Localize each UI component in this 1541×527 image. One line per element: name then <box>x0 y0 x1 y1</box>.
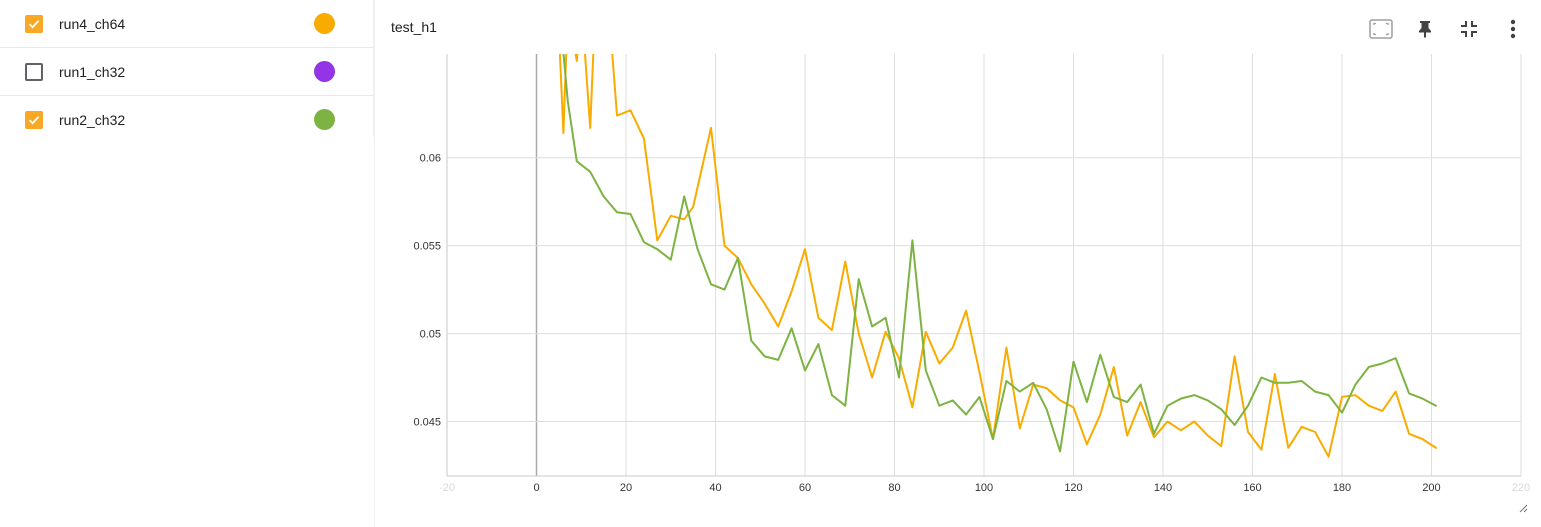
chart-card: test_h1 -20 0 20 40 <box>374 0 1541 527</box>
x-tick-label: 140 <box>1154 482 1172 494</box>
x-tick-label: 160 <box>1243 482 1261 494</box>
run-label: run2_ch32 <box>59 111 126 128</box>
run-label: run4_ch64 <box>59 15 126 32</box>
x-tick-label: 20 <box>620 482 632 494</box>
run-color-swatch[interactable] <box>314 109 335 130</box>
x-tick-label: 100 <box>975 482 993 494</box>
run-item-run1-ch32[interactable]: run1_ch32 <box>0 48 373 96</box>
x-tick-label: -20 <box>439 482 455 494</box>
pin-button[interactable] <box>1410 15 1440 43</box>
more-vert-icon <box>1510 19 1516 39</box>
y-tick-label: 0.055 <box>413 241 441 253</box>
run-label: run1_ch32 <box>59 63 126 80</box>
run-checkbox[interactable] <box>25 14 43 33</box>
fit-domain-button[interactable] <box>1366 15 1396 43</box>
x-tick-label: 220 <box>1512 482 1530 494</box>
x-tick-label: 60 <box>799 482 811 494</box>
pin-icon <box>1419 21 1431 38</box>
y-tick-label: 0.06 <box>420 153 441 165</box>
check-icon <box>28 19 40 28</box>
run-item-run2-ch32[interactable]: run2_ch32 <box>0 96 373 143</box>
series-line-1[interactable] <box>559 3 1437 453</box>
x-tick-label: 0 <box>533 482 539 494</box>
run-item-run4-ch64[interactable]: run4_ch64 <box>0 0 373 48</box>
fit-domain-icon <box>1369 19 1393 39</box>
run-color-swatch[interactable] <box>314 13 335 34</box>
collapse-button[interactable] <box>1454 15 1484 43</box>
resize-handle-icon[interactable] <box>1518 503 1528 513</box>
panel-divider <box>373 0 374 137</box>
run-checkbox[interactable] <box>25 62 43 81</box>
run-color-swatch[interactable] <box>314 61 335 82</box>
collapse-icon <box>1461 21 1477 37</box>
x-tick-label: 120 <box>1064 482 1082 494</box>
check-icon <box>28 115 40 124</box>
x-tick-label: 40 <box>709 482 721 494</box>
y-tick-label: 0.05 <box>420 329 441 341</box>
x-tick-label: 80 <box>888 482 900 494</box>
y-tick-label: 0.045 <box>413 416 441 428</box>
more-options-button[interactable] <box>1498 15 1528 43</box>
series-line-0[interactable] <box>558 0 1437 458</box>
line-chart[interactable]: -20 0 20 40 60 80 100 120 140 160 180 200 220 0.045 0.… <box>375 0 1541 527</box>
x-tick-label: 200 <box>1422 482 1440 494</box>
run-checkbox[interactable] <box>25 110 43 129</box>
run-list: run4_ch64 run1_ch32 run2_ch32 <box>0 0 373 137</box>
card-title: test_h1 <box>391 19 437 35</box>
x-tick-label: 180 <box>1333 482 1351 494</box>
card-toolbar <box>1366 15 1528 43</box>
